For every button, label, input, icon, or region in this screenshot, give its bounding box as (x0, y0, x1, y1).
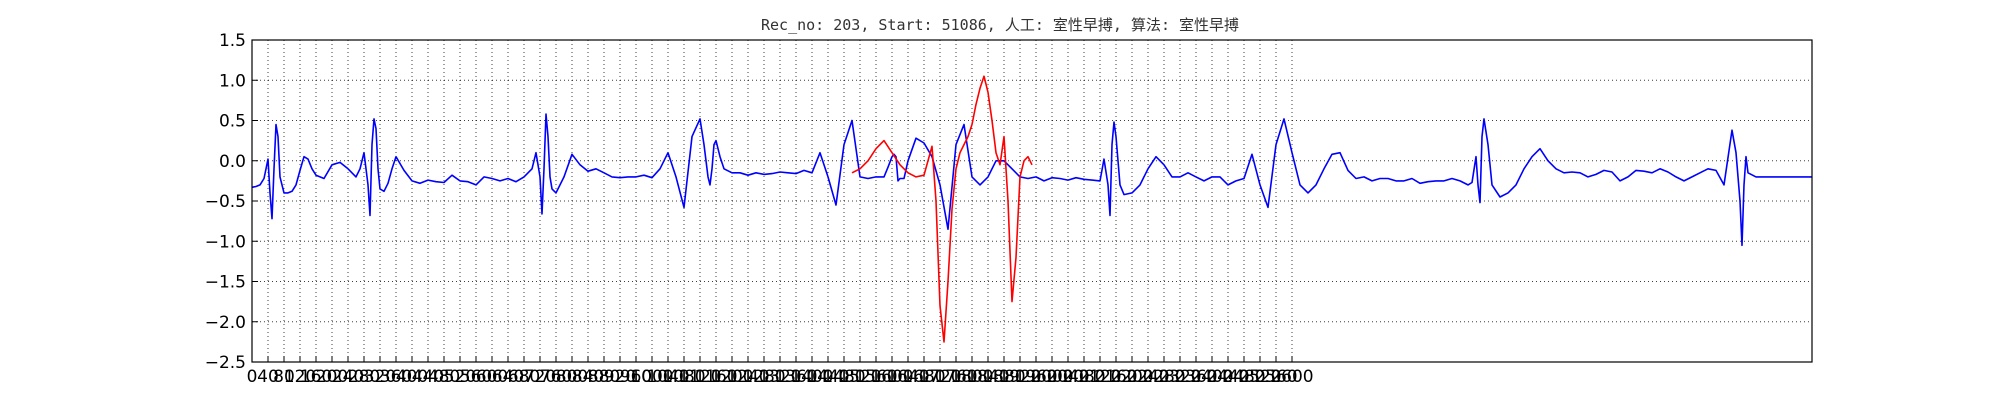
x-tick-label: 1800 (950, 367, 993, 387)
x-tick-label: 1280 (742, 367, 785, 387)
x-tick-label: 240 (332, 367, 364, 387)
x-tick-label: 2320 (1158, 367, 1201, 387)
x-tick-label: 2120 (1078, 367, 1121, 387)
x-tick-label: 840 (572, 367, 604, 387)
x-tick-label: 1440 (806, 367, 849, 387)
x-tick-label: 2200 (1110, 367, 1153, 387)
x-tick-label: 600 (476, 367, 508, 387)
x-tick-label: 1000 (630, 367, 673, 387)
y-tick-label: −2.5 (205, 353, 246, 373)
y-axis: 1.5 1.0 0.5 0.0 −0.5 −1.0 −1.5 −2.0 −2.5 (205, 31, 258, 373)
x-tick-label: 1960 (1014, 367, 1057, 387)
x-tick-label: 1680 (902, 367, 945, 387)
x-axis: 0 408012016020024028032036040044048052056… (247, 356, 1314, 387)
x-tick-label: 2280 (1142, 367, 1185, 387)
x-tick-label: 200 (316, 367, 348, 387)
y-tick-label: 1.5 (219, 31, 246, 51)
x-tick-label: 120 (284, 367, 316, 387)
x-tick-label: 2600 (1270, 367, 1313, 387)
x-tick-label: 1120 (678, 367, 721, 387)
grid (251, 39, 1812, 363)
x-tick-label: 1920 (998, 367, 1041, 387)
y-tick-label: −2.0 (205, 313, 246, 333)
x-tick-label: 1520 (838, 367, 881, 387)
x-tick-label: 2040 (1046, 367, 1089, 387)
x-tick-label: 2400 (1190, 367, 1233, 387)
x-tick-label: 960 (620, 367, 652, 387)
x-tick-label: 1320 (758, 367, 801, 387)
x-tick-label: 1360 (774, 367, 817, 387)
x-tick-label: 1400 (790, 367, 833, 387)
x-tick-label: 1720 (918, 367, 961, 387)
plot-frame (251, 39, 1813, 363)
x-tick-label: 2440 (1206, 367, 1249, 387)
x-tick-label: 1760 (934, 367, 977, 387)
x-tick-label: 360 (380, 367, 412, 387)
x-tick-label: 720 (524, 367, 556, 387)
x-tick-label: 2160 (1094, 367, 1137, 387)
y-tick-label: −1.0 (205, 232, 246, 252)
x-tick-label: 800 (556, 367, 588, 387)
x-tick-label: 920 (604, 367, 636, 387)
x-tick-label: 1160 (694, 367, 737, 387)
x-tick-label: 880 (588, 367, 620, 387)
x-tick-label: 1560 (854, 367, 897, 387)
x-tick-label: 40 (257, 367, 279, 387)
x-tick-label: 1880 (982, 367, 1025, 387)
x-tick-label: 1080 (662, 367, 705, 387)
series-group (251, 75, 1812, 343)
x-tick-label: 2000 (1030, 367, 1073, 387)
x-tick-label: 2360 (1174, 367, 1217, 387)
y-tick-label: 0.5 (219, 112, 246, 132)
x-tick-label: 2240 (1126, 367, 1169, 387)
x-tick-label: 2520 (1238, 367, 1281, 387)
x-tick-label: 2080 (1062, 367, 1105, 387)
x-tick-label: 320 (364, 367, 396, 387)
x-tick-label: 1200 (710, 367, 753, 387)
x-tick-label: 160 (300, 367, 332, 387)
x-tick-label: 280 (348, 367, 380, 387)
x-tick-label: 1480 (822, 367, 865, 387)
y-tick-label: −1.5 (205, 273, 246, 293)
y-tick-label: 0.0 (219, 152, 246, 172)
x-tick-label: 1040 (646, 367, 689, 387)
chart-title: Rec_no: 203, Start: 51086, 人工: 室性早搏, 算法:… (761, 16, 1239, 34)
x-tick-label: 760 (540, 367, 572, 387)
series-line-1 (851, 75, 1033, 343)
x-tick-label: 80 (273, 367, 295, 387)
x-tick-label: 2480 (1222, 367, 1265, 387)
x-tick-label: 0 (247, 367, 258, 387)
y-tick-label: 1.0 (219, 71, 246, 91)
y-tick-label: −0.5 (205, 192, 246, 212)
x-tick-label: 640 (492, 367, 524, 387)
x-tick-label: 480 (428, 367, 460, 387)
x-tick-label: 1640 (886, 367, 929, 387)
series-line-0 (251, 113, 1812, 247)
x-tick-label: 680 (508, 367, 540, 387)
x-tick-label: 520 (444, 367, 476, 387)
x-tick-label: 560 (460, 367, 492, 387)
x-tick-label: 2560 (1254, 367, 1297, 387)
x-tick-label: 1600 (870, 367, 913, 387)
x-tick-label: 400 (396, 367, 428, 387)
x-tick-label: 1840 (966, 367, 1009, 387)
x-tick-label: 1240 (726, 367, 769, 387)
x-tick-label: 440 (412, 367, 444, 387)
